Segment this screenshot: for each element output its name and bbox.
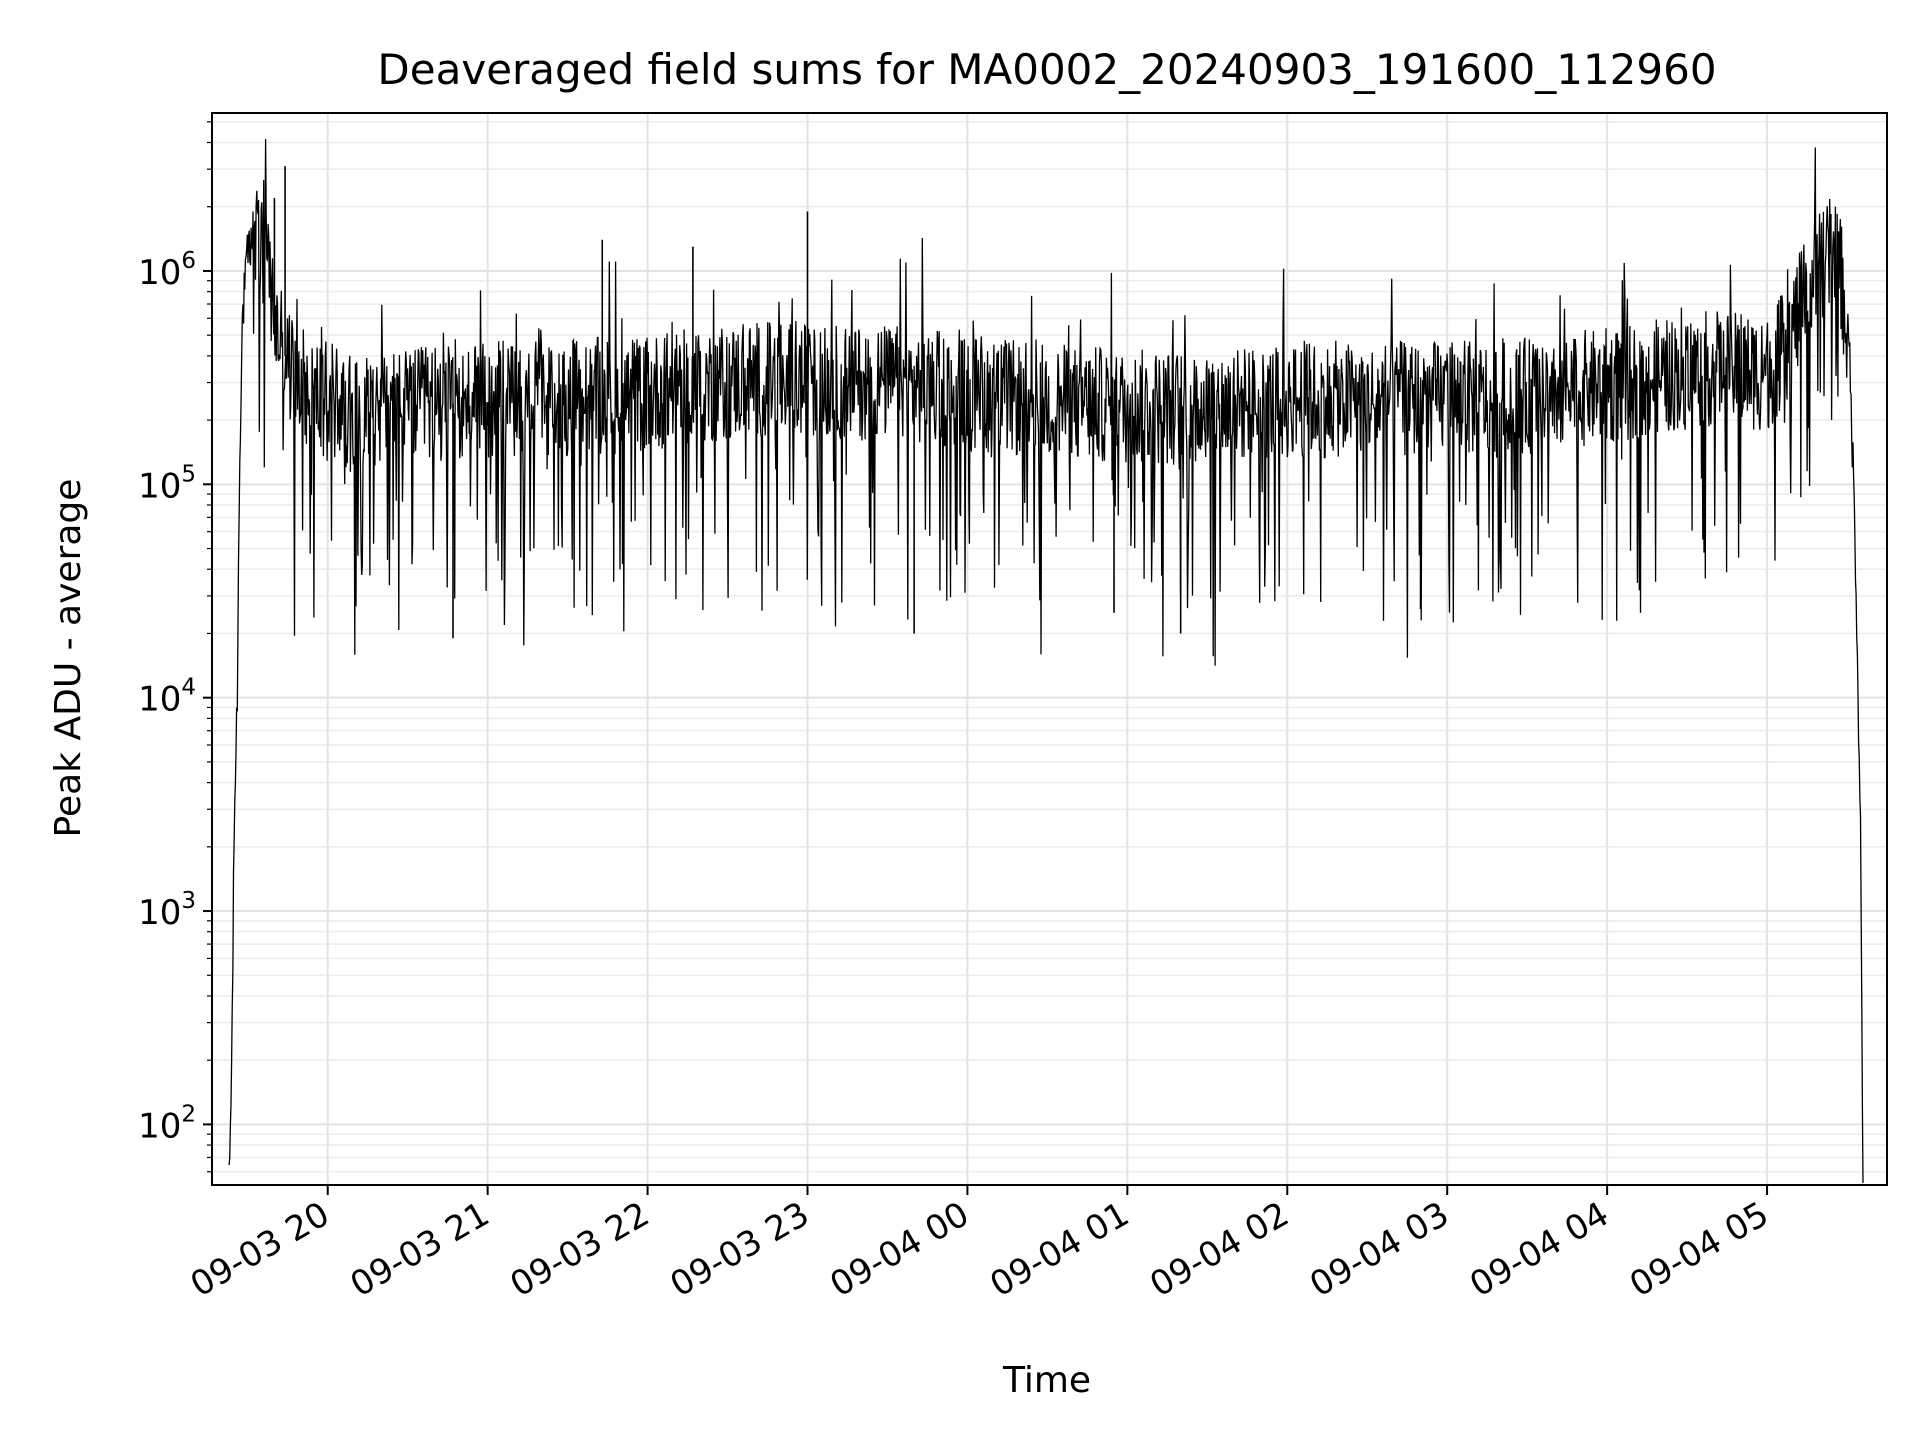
x-axis-label: Time <box>1002 1360 1091 1401</box>
series-layer <box>228 138 1864 1184</box>
major-grid <box>212 113 1887 1185</box>
y-tick-label: 103 <box>138 888 196 933</box>
y-tick-label: 104 <box>138 675 196 720</box>
axes-frame <box>211 112 1888 1186</box>
y-axis: 102 103 104 105 106 <box>138 121 212 1173</box>
y-tick-label: 102 <box>138 1101 196 1146</box>
y-axis-label: Peak ADU - average <box>48 479 89 838</box>
x-tick-label: 09-03 23 <box>664 1194 816 1305</box>
minor-grid <box>212 121 1887 1173</box>
y-tick-label: 106 <box>138 248 196 293</box>
x-tick-label: 09-04 01 <box>983 1194 1135 1305</box>
x-tick-label: 09-04 02 <box>1143 1194 1295 1305</box>
x-tick-label: 09-03 22 <box>504 1194 656 1305</box>
chart-title: Deaveraged field sums for MA0002_2024090… <box>377 45 1716 94</box>
x-tick-label: 09-04 03 <box>1303 1194 1455 1305</box>
y-tick-label: 105 <box>138 461 196 506</box>
x-tick-label: 09-03 20 <box>184 1194 336 1305</box>
x-axis: 09-03 20 09-03 21 09-03 22 09-03 23 09-04 00… <box>184 1185 1776 1305</box>
x-tick-label: 09-03 21 <box>344 1194 496 1305</box>
x-tick-label: 09-04 04 <box>1463 1194 1615 1305</box>
x-tick-label: 09-04 00 <box>824 1194 976 1305</box>
data-line <box>228 138 1864 1184</box>
x-tick-label: 09-04 05 <box>1623 1194 1775 1305</box>
